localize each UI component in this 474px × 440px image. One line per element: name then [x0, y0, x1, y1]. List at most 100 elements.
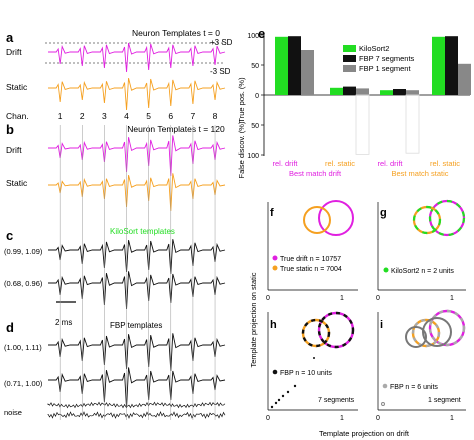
- group-best-static: Best match static: [391, 169, 448, 178]
- panel-c-trace-1: [48, 239, 226, 275]
- bar-true-pos: [445, 36, 458, 95]
- waveform: [48, 135, 226, 177]
- bar-true-pos: [356, 88, 369, 95]
- bar-true-pos: [432, 36, 445, 95]
- panel-i: i FBP n = 6 units 1 segment 0 1: [376, 309, 466, 422]
- channel-number: 3: [102, 111, 107, 121]
- cat-rel-drift-2: rel. drift: [377, 159, 403, 168]
- panel-b-drift-trace: [48, 135, 226, 177]
- tick-label: 1: [340, 415, 344, 422]
- bar-false-discov: [405, 94, 420, 154]
- noise-trace-2: [47, 411, 226, 419]
- panel-d-trace-2: [48, 367, 226, 409]
- panel-b-title: Neuron Templates t = 120: [127, 124, 225, 134]
- e-legend: KiloSort2 FBP 7 segments FBP 1 segment: [343, 44, 415, 73]
- e-tick-label: 100: [247, 153, 259, 160]
- waveform: [48, 173, 226, 212]
- waveform: [48, 367, 226, 409]
- panel-g: g KiloSort2 n = 2 units 0 1: [376, 199, 466, 302]
- waveform: [48, 239, 226, 275]
- waveform: [48, 271, 226, 310]
- channel-number: 4: [124, 111, 129, 121]
- panel-a-static-label: Static: [6, 82, 28, 92]
- bar-true-pos: [406, 90, 419, 95]
- tick-label: 1: [450, 415, 454, 422]
- panel-letter-c: c: [6, 228, 13, 243]
- channel-number: 7: [191, 111, 196, 121]
- panel-letter-a: a: [6, 30, 14, 45]
- panel-c-row1-label: (0.99, 1.09): [4, 247, 43, 256]
- panel-letter-e: e: [258, 26, 265, 41]
- legend-true-static: True static n = 7004: [280, 266, 342, 273]
- panel-a-title: Neuron Templates t = 0: [132, 28, 220, 38]
- panel-a-drift-trace: [48, 42, 226, 73]
- panel-c-trace-2: [48, 271, 226, 310]
- bar-true-pos: [393, 89, 406, 95]
- tick-label: 0: [376, 295, 380, 302]
- scatter-ylabel: Template projection on static: [249, 272, 258, 367]
- note-1-segment: 1 segment: [428, 397, 461, 404]
- legend-kilosort2: KiloSort2: [359, 44, 389, 53]
- e-tick-label: 0: [255, 93, 259, 100]
- channel-number: 2: [80, 111, 85, 121]
- channel-guide-lines: [59, 125, 216, 420]
- bar-true-pos: [458, 63, 471, 95]
- bar-true-pos: [380, 90, 393, 95]
- panel-b-static-label: Static: [6, 178, 28, 188]
- noise-waveform: [47, 411, 226, 419]
- fbp-small-units: [270, 357, 315, 409]
- e-axis-ticks: 100 50 0 50 100: [247, 33, 264, 160]
- channel-axis-label: Chan.: [6, 111, 29, 121]
- legend-true-drift: True drift n = 10757: [280, 256, 341, 263]
- channel-number: 1: [58, 111, 63, 121]
- scatter-xlabel: Template projection on drift: [319, 429, 410, 438]
- panel-d-row1-label: (1.00, 1.11): [4, 343, 42, 352]
- plus-sd-label: +3 SD: [210, 38, 233, 47]
- noise-waveform: [47, 401, 226, 409]
- cat-rel-drift-1: rel. drift: [272, 159, 298, 168]
- panel-letter-b: b: [6, 122, 14, 137]
- panel-a-drift-label: Drift: [6, 47, 22, 57]
- panel-letter-h: h: [270, 319, 277, 331]
- panel-letter-f: f: [270, 207, 274, 219]
- e-tick-label: 50: [251, 123, 259, 130]
- tick-label: 1: [450, 295, 454, 302]
- scale-bar-label: 2 ms: [55, 318, 72, 327]
- waveform: [48, 77, 226, 111]
- channel-number: 6: [168, 111, 173, 121]
- bar-true-pos: [275, 36, 288, 95]
- panel-letter-d: d: [6, 320, 14, 335]
- e-tick-label: 100: [247, 33, 259, 40]
- panel-d-row2-label: (0.71, 1.00): [4, 379, 43, 388]
- legend-fbp7: FBP 7 segments: [359, 54, 415, 63]
- panel-a-static-trace: [48, 77, 226, 111]
- panel-letter-i: i: [380, 319, 383, 331]
- tick-label: 1: [340, 295, 344, 302]
- waveform: [48, 333, 226, 372]
- tick-label: 0: [266, 415, 270, 422]
- tick-label: 0: [266, 295, 270, 302]
- true-static-circle: [303, 206, 331, 234]
- e-tick-label: 50: [251, 63, 259, 70]
- bar-true-pos: [288, 36, 301, 95]
- note-7-segments: 7 segments: [318, 397, 355, 404]
- channel-numbers: 1 2 3 4 5 6 7 8: [58, 111, 218, 121]
- legend-fbp-6: FBP n = 6 units: [390, 384, 438, 391]
- panel-b-drift-label: Drift: [6, 145, 22, 155]
- panel-h: h FBP n = 10 units 7 segments 0 1: [266, 311, 358, 422]
- bar-true-pos: [301, 50, 314, 95]
- tick-label: 0: [376, 415, 380, 422]
- panel-letter-g: g: [380, 207, 387, 219]
- panel-c-title: KiloSort templates: [110, 227, 175, 236]
- cat-rel-static-2: rel. static: [430, 159, 460, 168]
- legend-kilosort-units: KiloSort2 n = 2 units: [391, 268, 454, 275]
- minus-sd-label: -3 SD: [210, 67, 231, 76]
- group-best-drift: Best match drift: [289, 169, 342, 178]
- bar-true-pos: [330, 87, 343, 95]
- panel-d-trace-1: [48, 333, 226, 372]
- e-ylabel-bottom: False discov. (%): [237, 121, 246, 178]
- channel-number: 5: [146, 111, 151, 121]
- cat-rel-static-1: rel. static: [325, 159, 355, 168]
- panel-d-title: FBP templates: [110, 321, 162, 330]
